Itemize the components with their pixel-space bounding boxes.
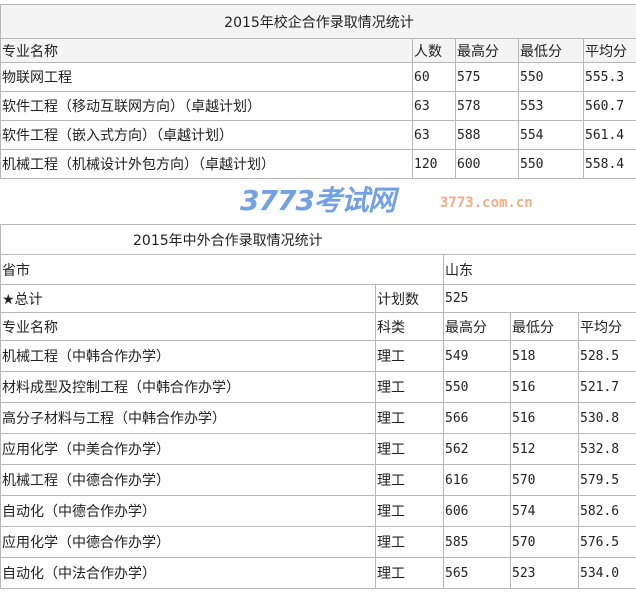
- province-row: 省市 山东: [0, 254, 636, 285]
- value-cell: 理工: [375, 495, 444, 527]
- value-cell: 550: [443, 371, 511, 403]
- value-cell: 63: [412, 91, 456, 121]
- table-row: 软件工程（移动互联网方向）（卓越计划） 63 578 553 560.7: [0, 91, 636, 121]
- header-cell: 人数: [412, 38, 456, 63]
- value-cell: 532.8: [577, 433, 636, 465]
- value-cell: 558.4: [583, 149, 636, 179]
- value-cell: 585: [443, 526, 511, 558]
- value-cell: 530.8: [577, 402, 636, 434]
- plan-value: 525: [442, 284, 636, 313]
- table-row: 机械工程（机械设计外包方向）（卓越计划） 120 600 550 558.4: [0, 149, 636, 179]
- value-cell: 562: [443, 433, 511, 465]
- value-cell: 561.4: [583, 120, 636, 150]
- major-name-cell: 高分子材料与工程（中韩合作办学）: [0, 402, 376, 434]
- table-row: 软件工程（嵌入式方向）（卓越计划） 63 588 554 561.4: [0, 120, 636, 150]
- table-row: 机械工程（中德合作办学） 理工 616 570 579.5: [0, 464, 636, 496]
- value-cell: 554: [518, 120, 584, 150]
- value-cell: 574: [510, 495, 579, 527]
- value-cell: 550: [518, 149, 584, 179]
- value-cell: 582.6: [577, 495, 636, 527]
- table-row: 材料成型及控制工程（中韩合作办学） 理工 550 516 521.7: [0, 371, 636, 403]
- value-cell: 555.3: [583, 62, 636, 92]
- header-cell: 平均分: [583, 38, 636, 63]
- major-name-cell: 自动化（中法合作办学）: [0, 557, 376, 589]
- major-name-cell: 物联网工程: [0, 62, 413, 92]
- school-enterprise-table: 2015年校企合作录取情况统计 专业名称 人数 最高分 最低分 平均分 物联网工…: [0, 4, 636, 179]
- major-name-cell: 应用化学（中美合作办学）: [0, 433, 376, 465]
- value-cell: 60: [412, 62, 456, 92]
- value-cell: 理工: [375, 402, 444, 434]
- table-row: 机械工程（中韩合作办学） 理工 549 518 528.5: [0, 340, 636, 372]
- value-cell: 616: [443, 464, 511, 496]
- major-name-cell: 软件工程（移动互联网方向）（卓越计划）: [0, 91, 413, 121]
- value-cell: 518: [510, 340, 579, 372]
- header-cell: 最低分: [518, 38, 584, 63]
- major-name-cell: 材料成型及控制工程（中韩合作办学）: [0, 371, 376, 403]
- value-cell: 528.5: [577, 340, 636, 372]
- value-cell: 120: [412, 149, 456, 179]
- header-cell: 最低分: [510, 312, 579, 341]
- value-cell: 534.0: [577, 557, 636, 589]
- value-cell: 578: [455, 91, 519, 121]
- watermark-sub: 3773.com.cn: [440, 195, 533, 211]
- value-cell: 588: [455, 120, 519, 150]
- value-cell: 521.7: [577, 371, 636, 403]
- total-label: ★总计: [0, 284, 376, 313]
- major-name-cell: 软件工程（嵌入式方向）（卓越计划）: [0, 120, 413, 150]
- major-name-cell: 机械工程（机械设计外包方向）（卓越计划）: [0, 149, 413, 179]
- value-cell: 理工: [375, 464, 444, 496]
- value-cell: 550: [518, 62, 584, 92]
- header-cell: 科类: [375, 312, 444, 341]
- watermark-logo: 3773考试网 3773.com.cn: [240, 184, 620, 220]
- total-row: ★总计 计划数 525: [0, 284, 636, 313]
- value-cell: 570: [510, 526, 579, 558]
- header-cell: 平均分: [577, 312, 636, 341]
- table-row: 应用化学（中德合作办学） 理工 585 570 576.5: [0, 526, 636, 558]
- value-cell: 576.5: [577, 526, 636, 558]
- value-cell: 553: [518, 91, 584, 121]
- value-cell: 570: [510, 464, 579, 496]
- value-cell: 516: [510, 371, 579, 403]
- table-row: 高分子材料与工程（中韩合作办学） 理工 566 516 530.8: [0, 402, 636, 434]
- table-header-row: 专业名称 科类 最高分 最低分 平均分: [0, 312, 636, 341]
- table-row: 自动化（中德合作办学） 理工 606 574 582.6: [0, 495, 636, 527]
- table-row: 应用化学（中美合作办学） 理工 562 512 532.8: [0, 433, 636, 465]
- header-cell: 专业名称: [0, 312, 376, 341]
- value-cell: 理工: [375, 557, 444, 589]
- header-cell: 最高分: [455, 38, 519, 63]
- major-name-cell: 机械工程（中韩合作办学）: [0, 340, 376, 372]
- value-cell: 512: [510, 433, 579, 465]
- table-title: 2015年中外合作录取情况统计: [0, 224, 636, 255]
- value-cell: 549: [443, 340, 511, 372]
- major-name-cell: 机械工程（中德合作办学）: [0, 464, 376, 496]
- province-label: 省市: [0, 254, 444, 285]
- sino-foreign-table: 2015年中外合作录取情况统计 省市 山东 ★总计 计划数 525 专业名称 科…: [0, 224, 636, 589]
- plan-label: 计划数: [375, 284, 444, 313]
- value-cell: 523: [510, 557, 579, 589]
- value-cell: 560.7: [583, 91, 636, 121]
- value-cell: 理工: [375, 526, 444, 558]
- value-cell: 579.5: [577, 464, 636, 496]
- header-cell: 专业名称: [0, 38, 413, 63]
- major-name-cell: 应用化学（中德合作办学）: [0, 526, 376, 558]
- value-cell: 理工: [375, 340, 444, 372]
- table-row: 自动化（中法合作办学） 理工 565 523 534.0: [0, 557, 636, 589]
- value-cell: 565: [443, 557, 511, 589]
- value-cell: 566: [443, 402, 511, 434]
- table-header-row: 专业名称 人数 最高分 最低分 平均分: [0, 38, 636, 63]
- watermark-main: 3773考试网: [240, 184, 396, 217]
- value-cell: 575: [455, 62, 519, 92]
- value-cell: 理工: [375, 371, 444, 403]
- value-cell: 63: [412, 120, 456, 150]
- table-row: 物联网工程 60 575 550 555.3: [0, 62, 636, 92]
- value-cell: 606: [443, 495, 511, 527]
- value-cell: 516: [510, 402, 579, 434]
- table-title: 2015年校企合作录取情况统计: [0, 4, 636, 39]
- header-cell: 最高分: [443, 312, 511, 341]
- value-cell: 理工: [375, 433, 444, 465]
- major-name-cell: 自动化（中德合作办学）: [0, 495, 376, 527]
- value-cell: 600: [455, 149, 519, 179]
- province-value: 山东: [442, 254, 636, 285]
